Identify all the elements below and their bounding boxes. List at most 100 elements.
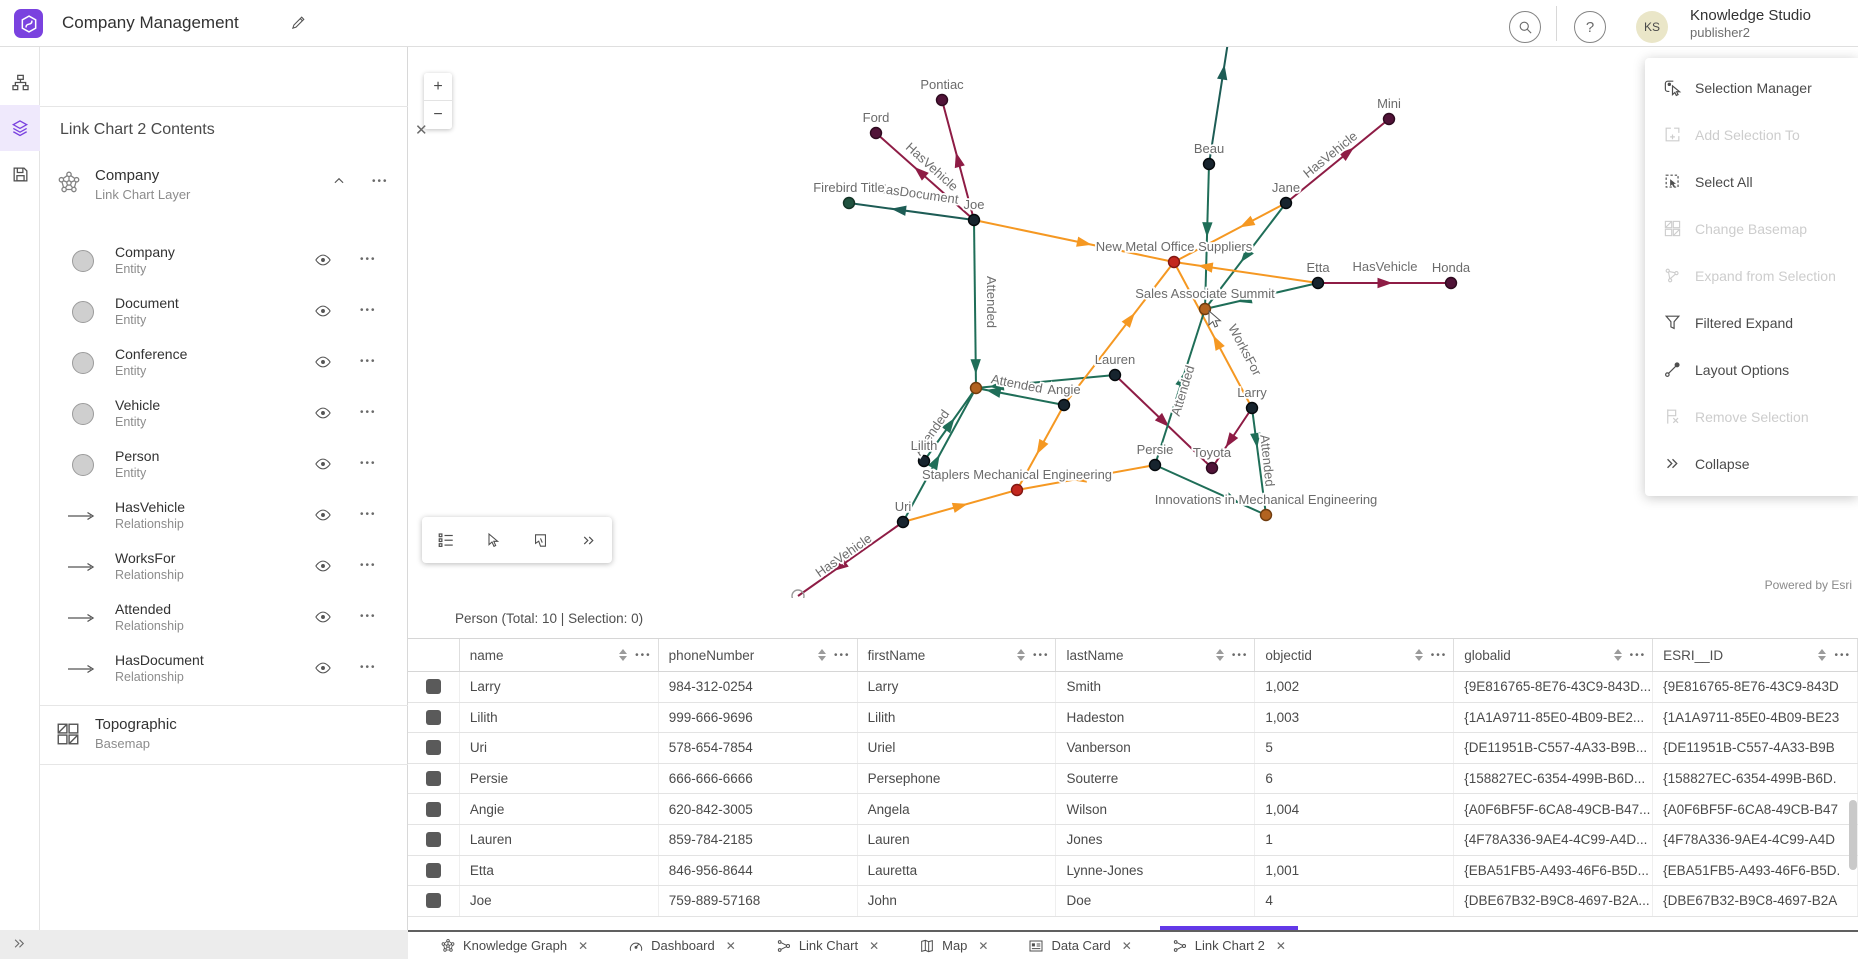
edge-attended-persie-innovations[interactable] <box>1154 464 1267 516</box>
edge-attended-etta-sas[interactable] <box>1204 282 1319 310</box>
layer-options-icon[interactable]: ••• <box>360 509 377 520</box>
column-options-icon[interactable]: ••• <box>635 649 652 661</box>
tab-link-chart[interactable]: Link Chart ✕ <box>776 932 879 959</box>
layer-row-worksfor[interactable]: WorksFor Relationship ••• <box>40 542 408 593</box>
column-header-lastName[interactable]: lastName ••• <box>1056 639 1256 671</box>
close-panel-icon[interactable]: ✕ <box>415 122 428 139</box>
column-options-icon[interactable]: ••• <box>1231 649 1249 661</box>
node-lilith[interactable] <box>917 454 931 468</box>
sort-icon[interactable] <box>619 649 628 661</box>
edge-worksfor-larry-newmetal[interactable] <box>1173 261 1253 409</box>
layer-row-document[interactable]: Document Entity ••• <box>40 287 408 338</box>
row-checkbox[interactable] <box>425 862 441 878</box>
sort-icon[interactable] <box>1215 649 1224 661</box>
layer-options-icon[interactable]: ••• <box>360 305 377 316</box>
zoom-in-button[interactable]: + <box>424 73 452 101</box>
column-options-icon[interactable]: ••• <box>834 649 851 661</box>
table-row[interactable]: Persie 666-666-6666 Persephone Souterre 6 {15… <box>408 763 1858 795</box>
eye-icon[interactable] <box>314 353 332 371</box>
node-persie[interactable] <box>1148 458 1162 472</box>
user-block[interactable]: Knowledge Studio publisher2 <box>1690 7 1811 40</box>
layer-options-icon[interactable]: ••• <box>360 254 377 265</box>
table-row[interactable]: Larry 984-312-0254 Larry Smith 1,002 {9E81676… <box>408 672 1858 703</box>
node-toyota[interactable] <box>1205 461 1219 475</box>
node-innovations[interactable] <box>1259 508 1273 522</box>
close-tab-icon[interactable]: ✕ <box>1121 938 1132 953</box>
tab-map[interactable]: Map ✕ <box>919 932 988 959</box>
basemap-row[interactable]: Topographic Basemap <box>40 706 408 764</box>
table-row[interactable]: Etta 846-956-8644 Lauretta Lynne-Jones 1,001… <box>408 855 1858 887</box>
node-staplers[interactable] <box>1010 483 1024 497</box>
column-options-icon[interactable]: ••• <box>1032 649 1050 661</box>
menu-item-layout-options[interactable]: Layout Options <box>1645 346 1858 393</box>
row-checkbox[interactable] <box>425 893 441 909</box>
sort-icon[interactable] <box>818 649 827 661</box>
sort-icon[interactable] <box>1016 649 1025 661</box>
edge-worksfor-persie-staplers[interactable] <box>1016 464 1156 491</box>
edit-title-icon[interactable] <box>290 14 307 31</box>
edge-hasvehicle-jane-mini[interactable] <box>1285 118 1390 204</box>
layer-row-attended[interactable]: Attended Relationship ••• <box>40 593 408 644</box>
row-checkbox[interactable] <box>425 832 441 848</box>
row-checkbox[interactable] <box>425 709 441 725</box>
cursor-select-icon[interactable] <box>476 523 510 557</box>
sort-icon[interactable] <box>1414 649 1423 661</box>
node-honda[interactable] <box>1444 276 1458 290</box>
group-options-icon[interactable]: ••• <box>372 176 389 187</box>
table-row[interactable]: Angie 620-842-3005 Angela Wilson 1,004 {A0F6B… <box>408 794 1858 825</box>
table-row[interactable]: Joe 759-889-57168 John Doe 4 {DBE67B32-B9C8-4… <box>408 886 1858 917</box>
row-checkbox[interactable] <box>425 679 441 695</box>
node-hub[interactable] <box>969 381 983 395</box>
node-beau[interactable] <box>1202 157 1216 171</box>
sort-icon[interactable] <box>1613 649 1622 661</box>
layer-options-icon[interactable]: ••• <box>360 458 377 469</box>
link-chart-layer-group[interactable]: Company Link Chart Layer ••• <box>40 154 408 218</box>
collapse-group-icon[interactable] <box>332 174 346 188</box>
row-checkbox[interactable] <box>425 740 441 756</box>
column-header-phoneNumber[interactable]: phoneNumber ••• <box>659 639 858 671</box>
column-header-name[interactable]: name ••• <box>460 639 659 671</box>
edge-worksfor-etta-newmetal[interactable] <box>1173 261 1319 284</box>
layer-options-icon[interactable]: ••• <box>360 611 377 622</box>
close-tab-icon[interactable]: ✕ <box>725 938 736 953</box>
node-pontiac[interactable] <box>935 93 949 107</box>
edge-worksfor-jane-newmetal[interactable] <box>1173 202 1287 263</box>
layer-row-vehicle[interactable]: Vehicle Entity ••• <box>40 389 408 440</box>
edge-worksfor-joe-newmetal[interactable] <box>973 219 1175 263</box>
more-chevrons-icon[interactable] <box>571 523 605 557</box>
legend-list-icon[interactable] <box>429 523 463 557</box>
column-header-firstName[interactable]: firstName ••• <box>858 639 1057 671</box>
tab-link-chart-2[interactable]: Link Chart 2 ✕ <box>1159 926 1299 959</box>
eye-icon[interactable] <box>314 302 332 320</box>
layer-row-company[interactable]: Company Entity ••• <box>40 236 408 287</box>
lasso-select-icon[interactable] <box>524 523 558 557</box>
menu-item-collapse[interactable]: Collapse <box>1645 440 1858 487</box>
column-header-globalid[interactable]: globalid ••• <box>1454 639 1654 671</box>
avatar[interactable]: KS <box>1636 11 1668 43</box>
column-options-icon[interactable]: ••• <box>1834 649 1851 661</box>
close-tab-icon[interactable]: ✕ <box>869 938 880 953</box>
table-row[interactable]: Lauren 859-784-2185 Lauren Jones 1 {4F78A336-… <box>408 824 1858 856</box>
layer-options-icon[interactable]: ••• <box>360 560 377 571</box>
node-partial[interactable] <box>791 589 805 598</box>
edge-hasdocument-beau-beautop[interactable] <box>1208 47 1229 165</box>
link-chart-canvas[interactable]: HasVehicle HasDocument Attended HasVehicle H… <box>408 47 1858 598</box>
eye-icon[interactable] <box>314 455 332 473</box>
close-tab-icon[interactable]: ✕ <box>978 938 989 953</box>
close-tab-icon[interactable]: ✕ <box>578 938 589 953</box>
table-vertical-scrollbar[interactable] <box>1849 800 1857 870</box>
menu-item-selection-manager[interactable]: Selection Manager <box>1645 64 1858 111</box>
edge-worksfor-angie-newmetal[interactable] <box>1063 261 1175 406</box>
save-icon[interactable] <box>0 151 40 197</box>
edge-hasvehicle-uri-ghost[interactable] <box>797 521 904 597</box>
eye-icon[interactable] <box>314 659 332 677</box>
layer-options-icon[interactable]: ••• <box>360 407 377 418</box>
node-joe[interactable] <box>967 213 981 227</box>
node-newmetal[interactable] <box>1167 255 1181 269</box>
table-row[interactable]: Uri 578-654-7854 Uriel Vanberson 5 {DE11951B-… <box>408 733 1858 764</box>
close-tab-icon[interactable]: ✕ <box>1275 938 1286 953</box>
layers-icon[interactable] <box>0 105 40 151</box>
layer-row-hasvehicle[interactable]: HasVehicle Relationship ••• <box>40 491 408 542</box>
node-mini[interactable] <box>1382 112 1396 126</box>
column-header-esri[interactable]: ESRI__ID ••• <box>1653 639 1858 671</box>
